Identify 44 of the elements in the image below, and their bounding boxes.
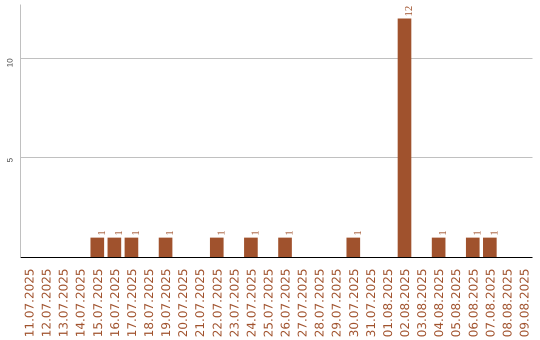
x-tick-label: 14.07.2025	[74, 268, 88, 338]
x-tick-label: 08.08.2025	[500, 268, 514, 338]
x-tick-label: 19.07.2025	[159, 268, 174, 338]
x-tick-label: 31.07.2025	[364, 268, 378, 338]
x-tick-label: 17.07.2025	[124, 268, 139, 338]
data-label: 1	[352, 230, 364, 236]
x-tick-label: 03.08.2025	[415, 268, 430, 338]
data-label: 1	[216, 230, 228, 236]
x-tick-label: 27.07.2025	[296, 268, 310, 338]
x-tick-label: 06.08.2025	[466, 268, 480, 338]
x-tick-label: 22.07.2025	[210, 268, 224, 338]
x-tick-label: 07.08.2025	[483, 268, 498, 338]
x-tick-label: 20.07.2025	[176, 268, 190, 338]
x-tick-label: 02.08.2025	[398, 268, 412, 338]
x-tick-label: 28.07.2025	[312, 268, 327, 338]
x-tick-label: 24.07.2025	[244, 268, 258, 338]
data-label: 12	[404, 6, 415, 16]
x-tick-label: 13.07.2025	[56, 268, 71, 338]
x-tick-label: 11.07.2025	[22, 268, 37, 338]
x-tick-label: 23.07.2025	[227, 268, 242, 338]
y-tick-label: 10	[6, 58, 14, 68]
x-tick-label: 09.08.2025	[517, 268, 532, 338]
x-tick-label: 04.08.2025	[432, 268, 446, 338]
data-label: 1	[114, 230, 125, 236]
data-label: 1	[96, 230, 108, 236]
data-label: 1	[130, 230, 142, 236]
x-tick-label: 16.07.2025	[108, 268, 122, 338]
x-tick-label: 12.07.2025	[40, 268, 54, 338]
y-tick-label: 5	[6, 157, 14, 162]
x-tick-label: 30.07.2025	[346, 268, 361, 338]
x-tick-label: 29.07.2025	[330, 268, 344, 338]
x-tick-label: 21.07.2025	[193, 268, 208, 338]
data-label: 1	[489, 230, 500, 236]
x-tick-label: 01.08.2025	[380, 268, 395, 338]
data-label: 1	[284, 230, 296, 236]
data-label: 1	[438, 230, 450, 236]
data-label: 1	[165, 230, 176, 236]
x-tick-label: 05.08.2025	[449, 268, 464, 338]
x-tick-label: 26.07.2025	[278, 268, 293, 338]
x-tick-label: 18.07.2025	[142, 268, 156, 338]
data-label: 1	[250, 230, 262, 236]
x-tick-label: 25.07.2025	[261, 268, 276, 338]
data-label: 1	[472, 230, 484, 236]
x-tick-label: 15.07.2025	[90, 268, 105, 338]
